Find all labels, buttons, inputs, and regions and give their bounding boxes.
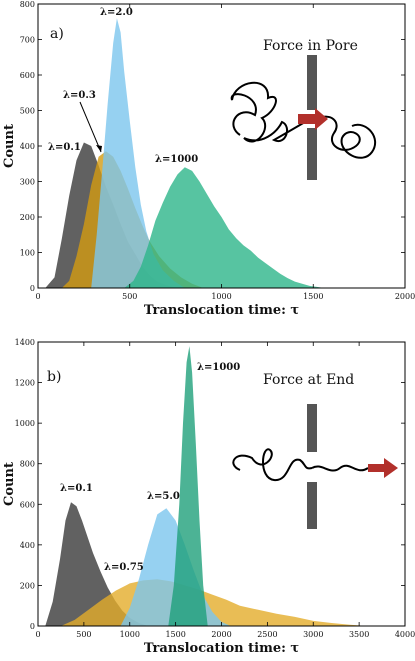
pore-wall-top [307, 404, 317, 452]
series-label: λ=5.0 [147, 491, 180, 502]
y-tick-label: 600 [20, 500, 35, 509]
series-label: λ=0.1 [60, 483, 93, 494]
panel-b: 0 500 1000 1500 2000 2500 3000 3500 4000 0 200 400 6… [2, 338, 415, 656]
x-tick-label: 500 [76, 630, 91, 639]
series-label: λ=1000 [197, 362, 240, 373]
x-tick-label: 2500 [257, 630, 277, 639]
polymer-pore-illustration [232, 404, 398, 529]
y-tick-label: 1200 [15, 379, 35, 388]
polymer-chain-right [317, 115, 377, 159]
y-tick-label: 800 [20, 0, 35, 9]
annotation-arrowhead [96, 145, 102, 152]
force-arrow-icon [368, 458, 398, 478]
series-label: λ=0.3 [63, 90, 96, 101]
annotation-arrow-line [79, 101, 102, 153]
x-tick-label: 500 [122, 292, 137, 301]
inset-title: Force at End [263, 372, 354, 388]
x-tick-label: 0 [35, 630, 40, 639]
x-tick-label: 1500 [165, 630, 185, 639]
x-tick-label: 2000 [211, 630, 231, 639]
series-label: λ=0.1 [48, 142, 81, 153]
x-tick-label: 4000 [395, 630, 415, 639]
pore-wall-top [307, 55, 317, 110]
y-tick-label: 200 [20, 581, 35, 590]
y-tick-label: 1000 [15, 419, 35, 428]
x-tick-label: 3500 [349, 630, 369, 639]
x-tick-label: 2000 [395, 292, 415, 301]
series-label: λ=1000 [155, 154, 198, 165]
y-tick-label: 500 [20, 107, 35, 116]
panel-a: 0 500 1000 1500 2000 0 100 200 300 400 500 600 700 80… [2, 0, 415, 318]
y-tick-label: 200 [20, 213, 35, 222]
polymer-chain-right [311, 464, 369, 472]
y-tick-label: 100 [20, 249, 35, 258]
y-tick-label: 400 [20, 541, 35, 550]
series-area-2 [91, 18, 185, 288]
y-axis-label: Count [2, 124, 17, 168]
polymer-pore-illustration [230, 55, 377, 180]
series-area-0 [45, 502, 149, 626]
series-area-3 [124, 167, 325, 288]
panel-label: a) [50, 26, 64, 42]
y-tick-label: 1400 [15, 338, 35, 347]
series-label: λ=0.75 [104, 562, 144, 573]
y-tick-label: 400 [20, 142, 35, 151]
y-tick-label: 300 [20, 178, 35, 187]
series-area-3 [168, 346, 208, 626]
series-label: λ=2.0 [100, 7, 133, 18]
y-tick-label: 0 [30, 622, 35, 631]
x-tick-label: 3000 [303, 630, 323, 639]
y-axis-label: Count [2, 462, 17, 506]
polymer-chain-left [232, 448, 313, 482]
pore-wall-bottom [307, 482, 317, 529]
force-arrow-icon [298, 108, 328, 130]
panel-label: b) [47, 369, 61, 385]
x-tick-label: 1000 [211, 292, 231, 301]
x-tick-label: 1500 [303, 292, 323, 301]
polymer-chain-left [230, 81, 311, 143]
inset-title: Force in Pore [263, 38, 358, 54]
y-tick-label: 600 [20, 71, 35, 80]
x-tick-label: 1000 [120, 630, 140, 639]
y-tick-label: 800 [20, 460, 35, 469]
x-tick-label: 0 [35, 292, 40, 301]
x-axis-label: Translocation time: τ [144, 303, 300, 318]
x-axis-label: Translocation time: τ [144, 641, 300, 656]
y-tick-label: 0 [30, 284, 35, 293]
pore-wall-bottom [307, 128, 317, 180]
y-tick-label: 700 [20, 36, 35, 45]
